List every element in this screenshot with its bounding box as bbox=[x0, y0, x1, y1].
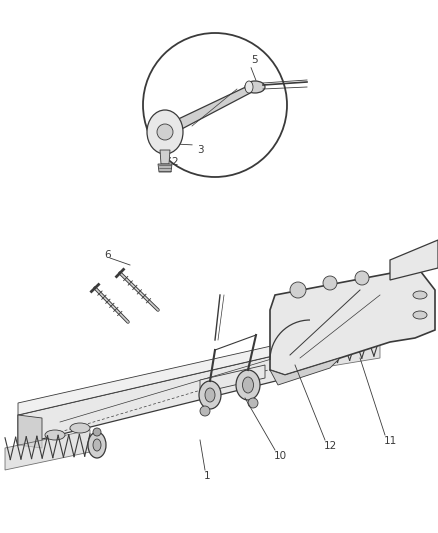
Circle shape bbox=[290, 282, 306, 298]
Ellipse shape bbox=[93, 439, 101, 451]
Polygon shape bbox=[18, 345, 320, 445]
Text: 2: 2 bbox=[172, 157, 178, 167]
Polygon shape bbox=[270, 358, 340, 385]
Text: 1: 1 bbox=[204, 471, 210, 481]
Text: 12: 12 bbox=[323, 441, 337, 451]
Polygon shape bbox=[390, 240, 438, 280]
Text: 11: 11 bbox=[383, 436, 397, 446]
Ellipse shape bbox=[205, 388, 215, 402]
Circle shape bbox=[157, 124, 173, 140]
Ellipse shape bbox=[243, 377, 254, 393]
Polygon shape bbox=[158, 164, 172, 172]
Ellipse shape bbox=[413, 311, 427, 319]
Ellipse shape bbox=[70, 423, 90, 433]
Polygon shape bbox=[200, 365, 265, 393]
Circle shape bbox=[323, 276, 337, 290]
Polygon shape bbox=[170, 85, 254, 133]
Polygon shape bbox=[18, 415, 42, 448]
Polygon shape bbox=[270, 268, 435, 375]
Ellipse shape bbox=[245, 81, 265, 93]
Circle shape bbox=[355, 271, 369, 285]
Text: 5: 5 bbox=[252, 55, 258, 65]
Polygon shape bbox=[5, 430, 90, 470]
Text: 3: 3 bbox=[197, 145, 203, 155]
Circle shape bbox=[93, 428, 101, 436]
Ellipse shape bbox=[88, 432, 106, 458]
Ellipse shape bbox=[147, 110, 183, 154]
Ellipse shape bbox=[236, 370, 260, 400]
Ellipse shape bbox=[45, 430, 65, 440]
Polygon shape bbox=[18, 335, 320, 415]
Polygon shape bbox=[295, 340, 380, 372]
Polygon shape bbox=[160, 150, 170, 164]
Ellipse shape bbox=[413, 291, 427, 299]
Text: 6: 6 bbox=[105, 250, 111, 260]
Circle shape bbox=[248, 398, 258, 408]
Circle shape bbox=[200, 406, 210, 416]
Ellipse shape bbox=[245, 81, 253, 93]
Ellipse shape bbox=[199, 381, 221, 409]
Text: 10: 10 bbox=[273, 451, 286, 461]
